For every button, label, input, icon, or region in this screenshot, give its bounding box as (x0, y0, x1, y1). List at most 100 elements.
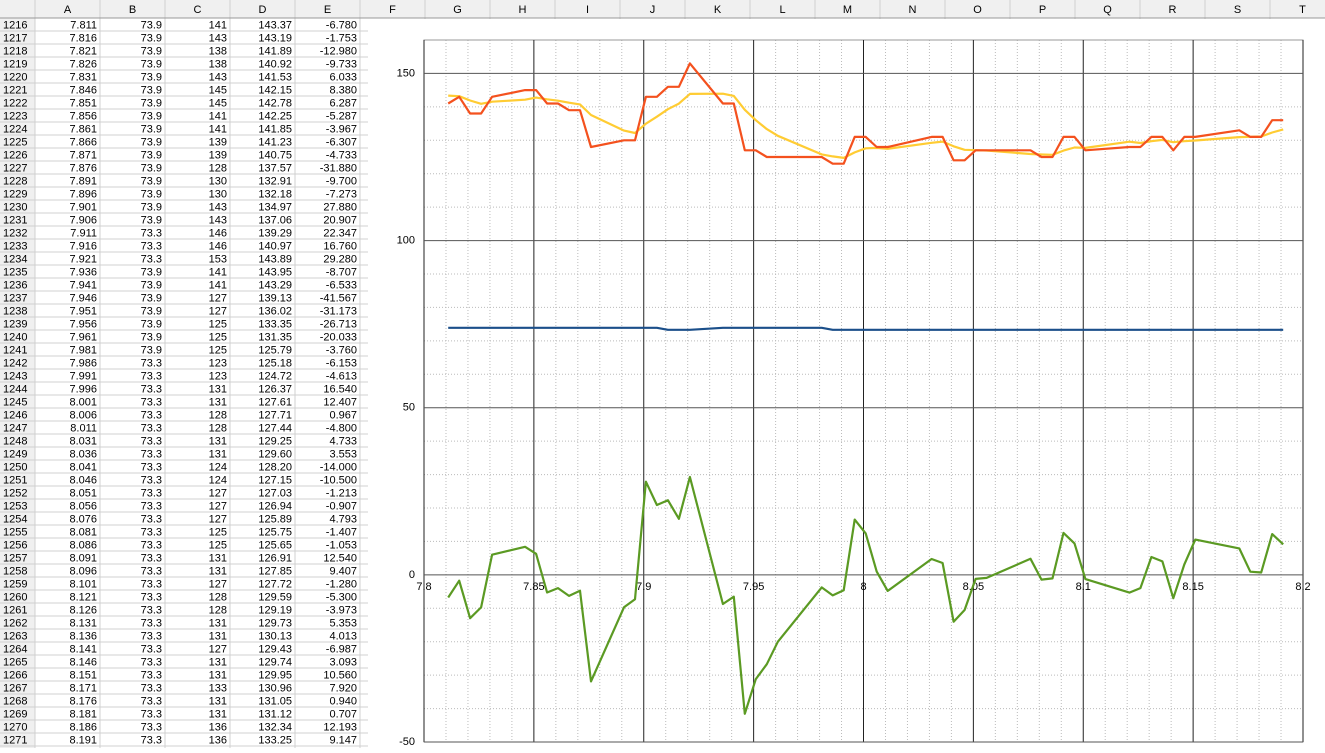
cell[interactable]: 73.9 (141, 331, 162, 343)
cell[interactable]: 131 (209, 669, 227, 681)
cell[interactable]: 73.3 (141, 708, 162, 720)
cell[interactable]: 7.821 (69, 45, 97, 57)
cell[interactable]: 123 (209, 370, 227, 382)
cell[interactable]: 73.3 (141, 539, 162, 551)
cell[interactable]: 8.031 (69, 435, 97, 447)
column-header[interactable]: F (389, 4, 396, 16)
column-header[interactable]: G (453, 4, 462, 16)
row-header[interactable]: 1236 (3, 279, 27, 291)
row-header[interactable]: 1224 (3, 123, 27, 135)
cell[interactable]: 8.056 (69, 500, 97, 512)
cell[interactable]: 124 (209, 461, 227, 473)
column-header[interactable]: E (324, 4, 331, 16)
cell[interactable]: 8.176 (69, 695, 97, 707)
cell[interactable]: -26.713 (320, 318, 357, 330)
cell[interactable]: 125 (209, 526, 227, 538)
row-header[interactable]: 1221 (3, 84, 27, 96)
cell[interactable]: 7.856 (69, 110, 97, 122)
cell[interactable]: 125 (209, 344, 227, 356)
cell[interactable]: 127.72 (258, 578, 292, 590)
cell[interactable]: 141 (209, 279, 227, 291)
cell[interactable]: 128 (209, 604, 227, 616)
row-header[interactable]: 1243 (3, 370, 27, 382)
cell[interactable]: 125 (209, 331, 227, 343)
cell[interactable]: 141.89 (258, 45, 292, 57)
cell[interactable]: 7.981 (69, 344, 97, 356)
cell[interactable]: 143.95 (258, 266, 292, 278)
column-header[interactable]: J (650, 4, 656, 16)
cell[interactable]: -6.533 (326, 279, 357, 291)
cell[interactable]: -9.733 (326, 58, 357, 70)
cell[interactable]: 73.3 (141, 461, 162, 473)
cell[interactable]: 73.3 (141, 669, 162, 681)
row-header[interactable]: 1240 (3, 331, 27, 343)
cell[interactable]: 127 (209, 500, 227, 512)
cell[interactable]: 73.3 (141, 591, 162, 603)
cell[interactable]: 73.9 (141, 19, 162, 31)
cell[interactable]: 7.866 (69, 136, 97, 148)
cell[interactable]: -3.973 (326, 604, 357, 616)
cell[interactable]: 7.946 (69, 292, 97, 304)
cell[interactable]: 141.23 (258, 136, 292, 148)
cell[interactable]: -1.213 (326, 487, 357, 499)
row-header[interactable]: 1227 (3, 162, 27, 174)
cell[interactable]: 125 (209, 318, 227, 330)
cell[interactable]: 7.996 (69, 383, 97, 395)
cell[interactable]: 7.916 (69, 240, 97, 252)
cell[interactable]: 73.3 (141, 396, 162, 408)
cell[interactable]: 142.25 (258, 110, 292, 122)
cell[interactable]: -1.753 (326, 32, 357, 44)
cell[interactable]: 16.760 (323, 240, 357, 252)
cell[interactable]: 16.540 (323, 383, 357, 395)
row-header[interactable]: 1217 (3, 32, 27, 44)
row-header[interactable]: 1267 (3, 682, 27, 694)
cell[interactable]: 127.71 (258, 409, 292, 421)
cell[interactable]: 73.3 (141, 383, 162, 395)
cell[interactable]: 73.3 (141, 682, 162, 694)
cell[interactable]: 73.9 (141, 188, 162, 200)
row-header[interactable]: 1241 (3, 344, 27, 356)
cell[interactable]: 29.280 (323, 253, 357, 265)
column-header[interactable]: S (1234, 4, 1241, 16)
cell[interactable]: 73.3 (141, 435, 162, 447)
cell[interactable]: 133.35 (258, 318, 292, 330)
cell[interactable]: 130.96 (258, 682, 292, 694)
row-header[interactable]: 1258 (3, 565, 27, 577)
row-header[interactable]: 1245 (3, 396, 27, 408)
row-header[interactable]: 1228 (3, 175, 27, 187)
cell[interactable]: 131.12 (258, 708, 292, 720)
column-header[interactable]: D (259, 4, 267, 16)
row-header[interactable]: 1244 (3, 383, 27, 395)
row-header[interactable]: 1237 (3, 292, 27, 304)
cell[interactable]: -5.300 (326, 591, 357, 603)
row-header[interactable]: 1230 (3, 201, 27, 213)
cell[interactable]: 73.9 (141, 318, 162, 330)
cell[interactable]: 73.3 (141, 552, 162, 564)
cell[interactable]: 7.811 (70, 19, 97, 31)
cell[interactable]: -8.707 (326, 266, 357, 278)
cell[interactable]: 73.3 (141, 734, 162, 746)
cell[interactable]: 73.3 (141, 617, 162, 629)
cell[interactable]: 153 (209, 253, 227, 265)
cell[interactable]: 143.29 (258, 279, 292, 291)
cell[interactable]: 140.97 (258, 240, 292, 252)
cell[interactable]: 141 (209, 110, 227, 122)
cell[interactable]: -3.760 (326, 344, 357, 356)
cell[interactable]: 131 (209, 565, 227, 577)
cell[interactable]: 137.57 (258, 162, 292, 174)
cell[interactable]: 7.941 (69, 279, 97, 291)
cell[interactable]: 6.287 (329, 97, 357, 109)
row-header[interactable]: 1263 (3, 630, 27, 642)
cell[interactable]: 124.72 (258, 370, 292, 382)
column-header[interactable]: O (973, 4, 982, 16)
cell[interactable]: 132.18 (258, 188, 292, 200)
cell[interactable]: 3.553 (329, 448, 357, 460)
cell[interactable]: 125 (209, 539, 227, 551)
cell[interactable]: -3.967 (326, 123, 357, 135)
cell[interactable]: 142.15 (258, 84, 292, 96)
cell[interactable]: 8.051 (69, 487, 97, 499)
cell[interactable]: 139 (209, 149, 227, 161)
cell[interactable]: 127.61 (258, 396, 292, 408)
cell[interactable]: 73.3 (141, 500, 162, 512)
row-header[interactable]: 1216 (3, 19, 27, 31)
